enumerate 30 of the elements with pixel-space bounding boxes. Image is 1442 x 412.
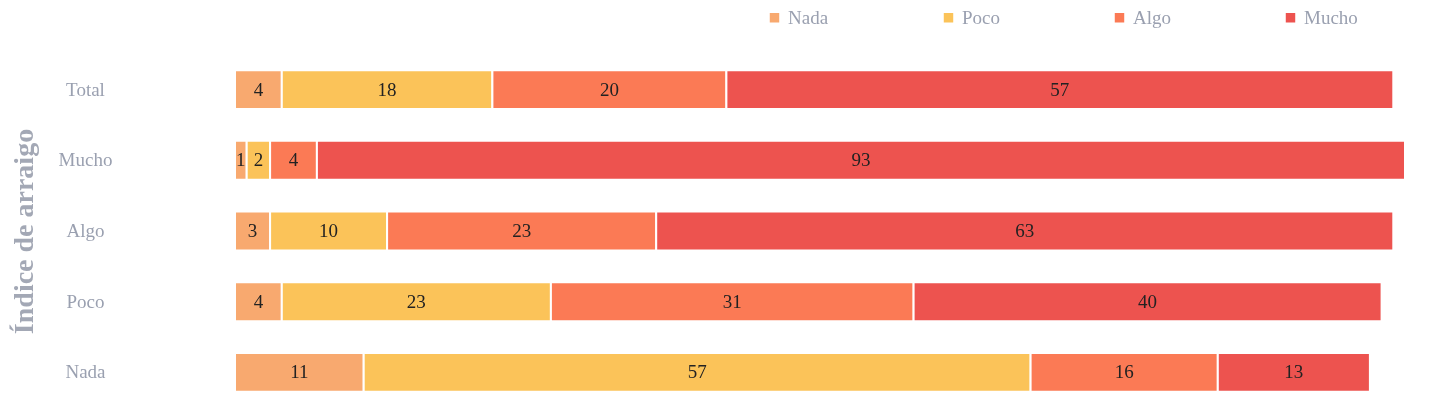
data-label: 23: [406, 290, 426, 312]
data-label: 18: [377, 78, 397, 100]
data-label: 40: [1138, 290, 1158, 312]
data-label: 4: [253, 290, 264, 312]
y-tick-label: Mucho: [58, 149, 113, 171]
data-label: 57: [687, 361, 707, 383]
y-tick-label: Nada: [65, 361, 107, 383]
data-label: 10: [319, 220, 339, 241]
data-label: 1: [236, 149, 246, 171]
data-label: 57: [1050, 78, 1070, 100]
y-axis-title: Índice de arraigo: [7, 128, 39, 335]
legend-label: Algo: [1133, 6, 1171, 28]
legend-label: Mucho: [1304, 6, 1358, 28]
data-label: 4: [288, 149, 299, 171]
data-label: 16: [1114, 361, 1134, 383]
data-label: 13: [1284, 361, 1304, 383]
data-label: 63: [1015, 220, 1035, 241]
legend-label: Nada: [788, 6, 829, 28]
data-label: 31: [722, 290, 742, 312]
data-label: 2: [253, 149, 264, 171]
y-tick-label: Poco: [66, 290, 105, 312]
y-tick-label: Algo: [66, 220, 105, 241]
data-label: 23: [512, 220, 532, 241]
data-label: 4: [253, 78, 264, 100]
data-label: 3: [247, 220, 258, 241]
legend-label: Poco: [962, 6, 1000, 28]
data-label: 93: [851, 149, 871, 171]
data-label: 20: [599, 78, 619, 100]
data-label: 11: [290, 361, 309, 383]
y-tick-label: Total: [66, 78, 105, 100]
